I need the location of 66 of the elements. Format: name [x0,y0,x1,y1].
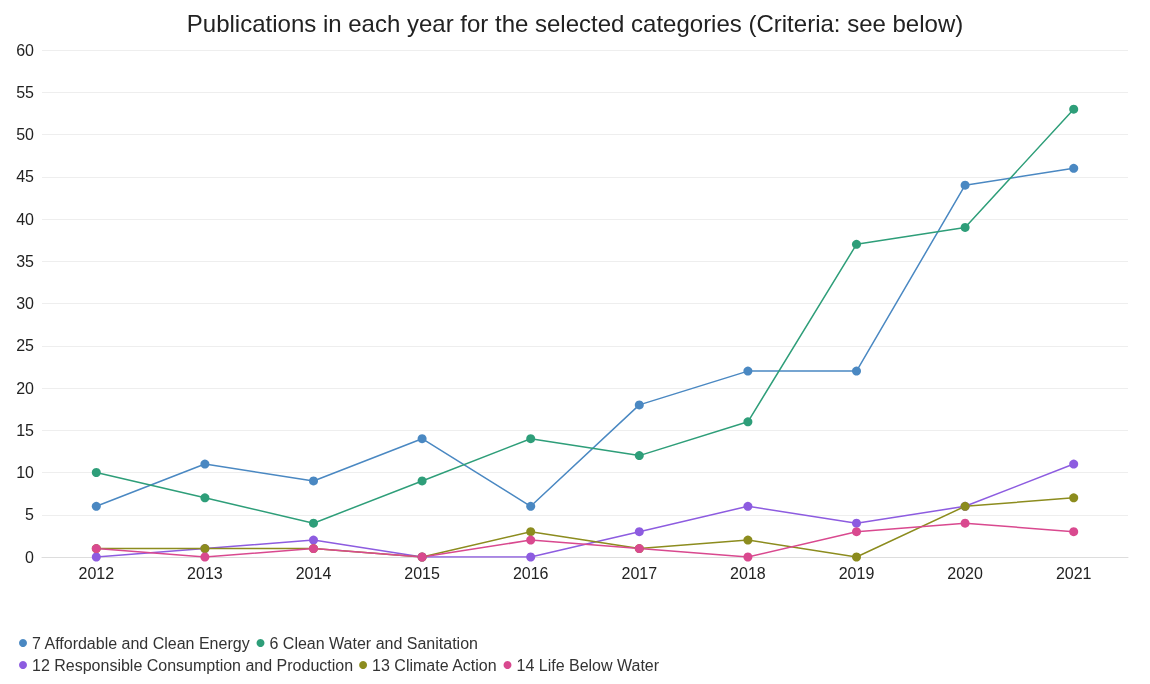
legend-label: 12 Responsible Consumption and Production [32,656,354,674]
x-tick-label: 2017 [621,564,658,582]
point [200,493,210,503]
point [309,518,318,528]
y-tick-label: 5 [25,506,35,524]
point [852,239,861,249]
point [417,434,427,444]
point [960,518,970,528]
x-tick-label: 2019 [838,564,875,582]
point [200,552,210,562]
point [1069,163,1079,173]
x-tick-label: 2015 [404,564,440,582]
point [309,535,318,545]
y-tick-label: 35 [16,252,35,270]
point [1069,459,1079,469]
point [526,527,536,537]
point [634,527,644,537]
point [526,535,536,545]
x-tick-label: 2012 [78,564,115,582]
point [743,552,753,562]
x-tick-label: 2014 [295,564,332,582]
point [91,468,101,477]
y-tick-label: 30 [16,295,35,312]
point [417,476,427,486]
y-tick-label: 15 [16,421,35,439]
point [309,476,318,486]
y-tick-label: 60 [16,41,35,59]
point [526,501,536,511]
y-tick-label: 10 [16,464,35,481]
point [852,366,861,376]
point [526,552,536,562]
point [960,180,970,190]
legend-label: 13 Climate Action [372,656,497,674]
y-tick-label: 50 [16,126,35,143]
y-tick-label: 0 [25,548,35,566]
point [743,417,753,427]
point [634,451,644,461]
x-tick-label: 2018 [730,564,766,582]
chart-title: Publications in each year for the selected categories (Criteria: see below) [186,9,964,37]
point [1069,493,1079,503]
point [1069,104,1079,114]
x-tick-label: 2020 [947,564,983,582]
point [743,501,753,511]
y-tick-label: 45 [16,168,35,186]
point [743,535,753,545]
point [852,552,861,562]
y-tick-label: 40 [16,210,35,228]
y-tick-label: 25 [16,337,35,355]
point [852,527,861,537]
point [743,366,753,376]
y-tick-label: 20 [16,379,35,397]
x-tick-label: 2021 [1055,564,1092,582]
point [634,400,644,410]
legend-label: 7 Affordable and Clean Energy [32,634,250,652]
point [526,434,536,444]
legend-label: 14 Life Below Water [516,656,660,674]
point [852,518,861,528]
x-tick-label: 2016 [512,564,549,582]
point [200,459,210,469]
y-tick-label: 55 [16,83,35,101]
point [91,552,101,562]
point [1069,527,1079,537]
legend-label: 6 Clean Water and Sanitation [269,634,478,652]
x-tick-label: 2013 [187,564,223,582]
point [91,501,101,511]
point [960,222,970,232]
